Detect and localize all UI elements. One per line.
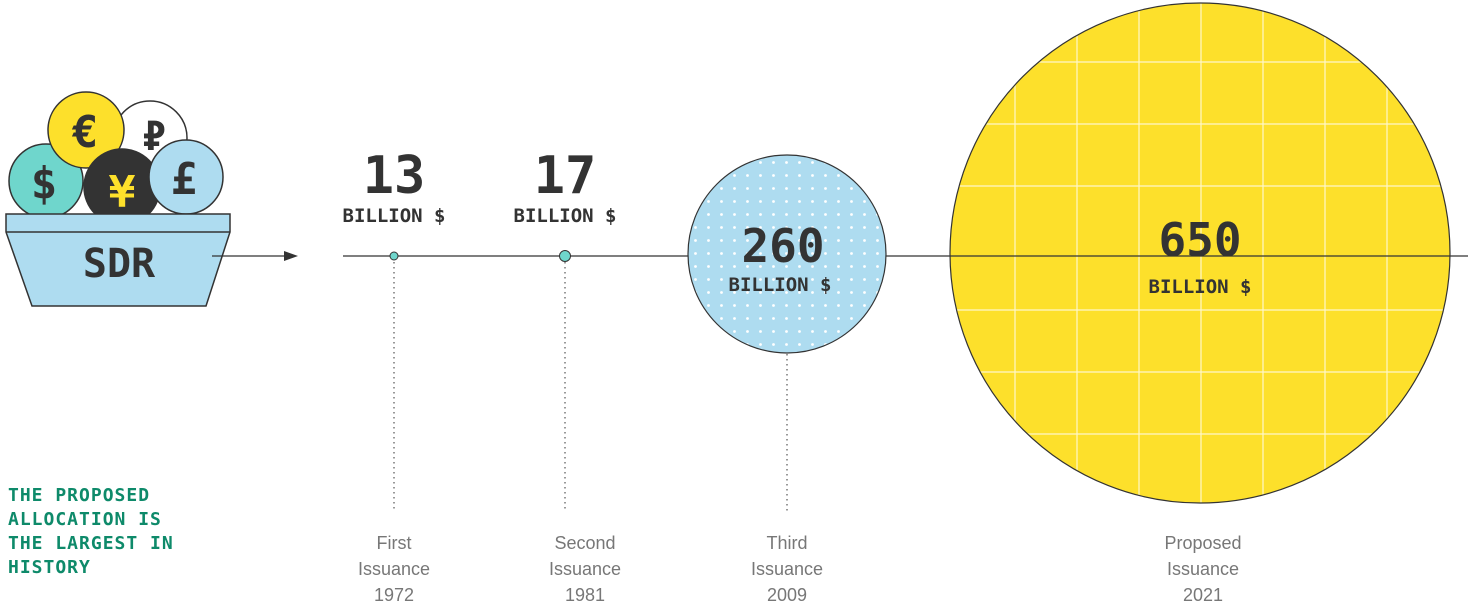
caption-2009-line1: Third <box>766 533 807 553</box>
amount-2021: 650 <box>1158 213 1241 267</box>
headline: THE PROPOSED ALLOCATION IS THE LARGEST I… <box>8 484 268 580</box>
marker-1972 <box>389 251 399 261</box>
caption-2021-line2: Issuance <box>1167 559 1239 579</box>
unit-1981: BILLION $ <box>514 205 617 227</box>
caption-2009-line2: Issuance <box>751 559 823 579</box>
amount-1981: 17 <box>534 146 597 206</box>
caption-1972-line1: First <box>377 533 412 553</box>
headline-line: HISTORY <box>8 557 91 578</box>
marker-1981 <box>559 250 571 262</box>
pound-symbol: £ <box>171 154 198 205</box>
caption-2021-line1: Proposed <box>1164 533 1241 553</box>
dollar-coin-icon: $ <box>8 143 84 219</box>
caption-1981-year: 1981 <box>565 585 605 605</box>
amount-1972: 13 <box>363 146 426 206</box>
caption-1972-line2: Issuance <box>358 559 430 579</box>
arrow-right-icon <box>212 251 298 261</box>
yen-coin-icon: ¥ <box>83 148 161 226</box>
circle-2021 <box>949 2 1451 504</box>
caption-2021-year: 2021 <box>1183 585 1223 605</box>
headline-line: ALLOCATION IS <box>8 509 162 530</box>
pound-coin-icon: £ <box>148 139 224 215</box>
yen-symbol: ¥ <box>109 167 136 218</box>
sdr-basket-logo: ₽ $ € ¥ £ SDR <box>5 91 231 307</box>
caption-2009-year: 2009 <box>767 585 807 605</box>
basket-icon: SDR <box>5 213 231 307</box>
amount-2009: 260 <box>741 219 824 273</box>
unit-2009: BILLION $ <box>729 274 832 296</box>
circle-2009 <box>687 154 887 354</box>
caption-1972-year: 1972 <box>374 585 414 605</box>
dollar-symbol: $ <box>31 158 58 209</box>
caption-1981-line2: Issuance <box>549 559 621 579</box>
headline-line: THE PROPOSED <box>8 485 151 506</box>
euro-symbol: € <box>72 107 99 158</box>
caption-1981-line1: Second <box>554 533 615 553</box>
headline-line: THE LARGEST IN <box>8 533 174 554</box>
basket-label: SDR <box>83 241 156 287</box>
euro-coin-icon: € <box>47 91 125 169</box>
unit-2021: BILLION $ <box>1149 276 1252 298</box>
unit-1972: BILLION $ <box>343 205 446 227</box>
